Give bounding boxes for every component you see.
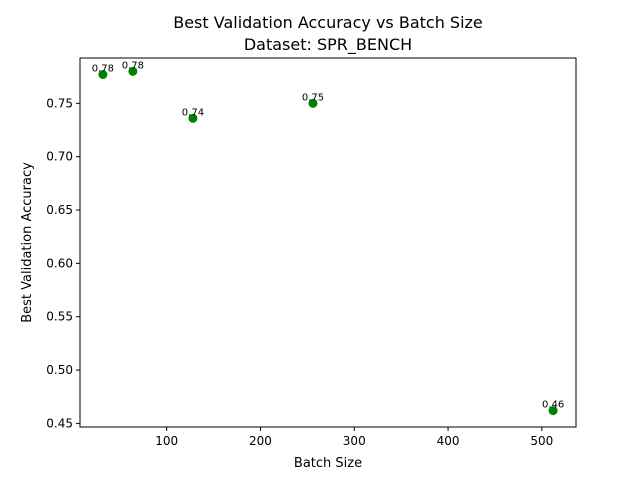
- chart-title: Best Validation Accuracy vs Batch Size: [173, 13, 483, 32]
- y-tick-label: 0.75: [46, 96, 73, 110]
- data-point: [548, 406, 558, 416]
- data-label: 0.75: [302, 92, 324, 103]
- y-tick-label: 0.50: [46, 363, 73, 377]
- y-tick-label: 0.65: [46, 203, 73, 217]
- y-axis-label: Best Validation Accuracy: [20, 162, 35, 323]
- data-label: 0.46: [542, 400, 564, 411]
- y-tick-label: 0.70: [46, 150, 73, 164]
- chart-subtitle: Dataset: SPR_BENCH: [244, 35, 412, 55]
- plot-area-frame: [79, 57, 577, 428]
- data-point: [98, 70, 108, 80]
- x-axis-label: Batch Size: [294, 456, 362, 471]
- x-tick-label: 400: [437, 434, 460, 448]
- data-label: 0.74: [182, 107, 204, 118]
- data-point: [308, 98, 318, 108]
- x-tick-label: 300: [343, 434, 366, 448]
- x-tick-label: 500: [530, 434, 553, 448]
- data-point: [128, 66, 138, 76]
- y-tick-label: 0.45: [46, 416, 73, 430]
- y-tick-label: 0.55: [46, 310, 73, 324]
- data-point: [188, 113, 198, 123]
- y-axis-ticks: 0.45 0.50 0.55 0.60 0.65 0.70 0.75: [46, 96, 80, 430]
- data-points: 0.78 0.78 0.74 0.75 0.46: [92, 60, 564, 416]
- x-axis-ticks: 100 200 300 400 500: [155, 427, 553, 448]
- x-tick-label: 200: [249, 434, 272, 448]
- y-tick-label: 0.60: [46, 256, 73, 270]
- x-tick-label: 100: [155, 434, 178, 448]
- data-label: 0.78: [92, 64, 114, 75]
- data-label: 0.78: [122, 60, 144, 71]
